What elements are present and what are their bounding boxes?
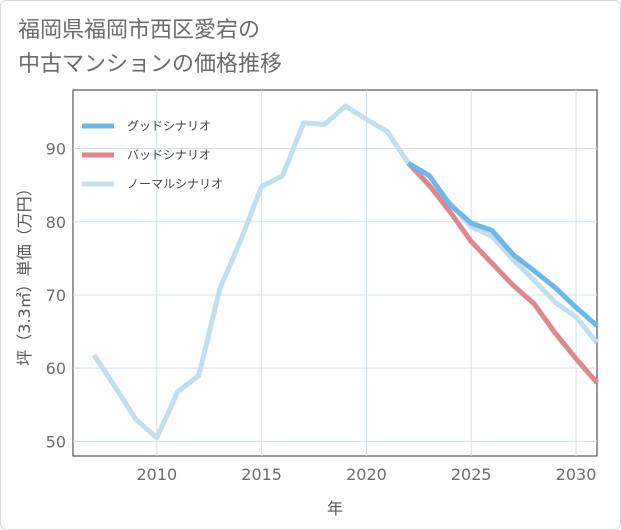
chart-title-line-2: 中古マンションの価格推移 [18,52,283,77]
legend-label-2: ノーマルシナリオ [127,177,223,191]
y-tick-label-50: 50 [46,432,66,451]
chart-title: 福岡県福岡市西区愛宕の 中古マンションの価格推移 [18,14,282,82]
legend-label-0: グッドシナリオ [127,119,211,133]
x-tick-label-2010: 2010 [136,465,177,484]
y-tick-label-60: 60 [46,359,66,378]
grid-lines [73,90,597,456]
y-tick-label-90: 90 [46,140,66,159]
x-tick-label-2025: 2025 [451,465,492,484]
axis-tick-labels: 2010 2015 2020 2025 2030 50 60 70 80 90 [46,140,597,484]
legend-label-1: バッドシナリオ [127,148,211,162]
plot-area [72,89,598,457]
x-tick-label-2030: 2030 [556,465,597,484]
x-tick-label-2020: 2020 [346,465,387,484]
x-tick-label-2015: 2015 [241,465,282,484]
series-line-1 [406,161,599,385]
y-tick-label-70: 70 [46,286,66,305]
y-tick-label-80: 80 [46,213,66,232]
series-lines [91,103,599,441]
y-axis-title: 坪（3.3㎡）単価（万円） [15,180,34,365]
series-line-0 [407,161,599,328]
x-axis-title: 年 [327,499,343,518]
series-line-2 [91,103,599,441]
chart-title-line-1: 福岡県福岡市西区愛宕の [18,18,261,43]
